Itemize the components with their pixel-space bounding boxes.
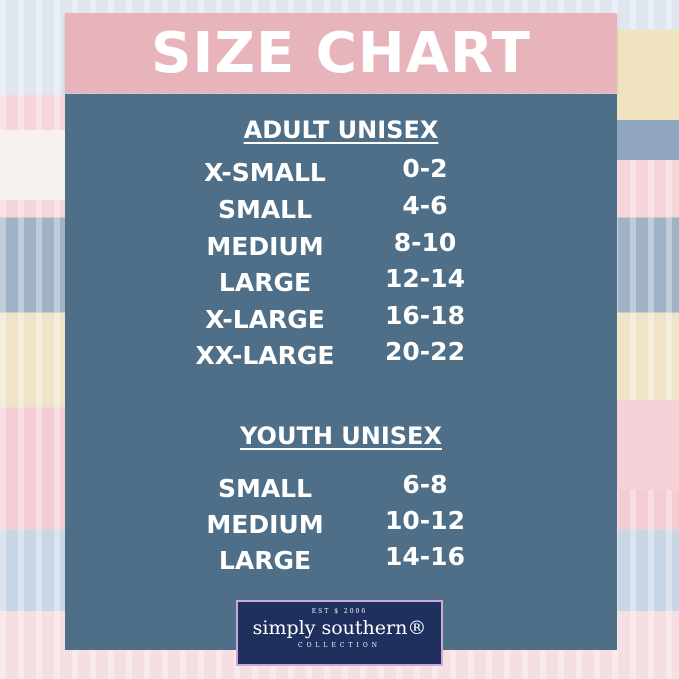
patchwork-tile — [617, 120, 679, 160]
size-range: 10-12 — [385, 506, 465, 535]
size-label: X-SMALL — [204, 158, 326, 187]
size-label: X-LARGE — [205, 305, 325, 334]
simply-southern-logo: EST $ 2006 simply southern® COLLECTION — [236, 600, 443, 666]
size-range: 12-14 — [385, 264, 465, 293]
table-row: LARGE 12-14 — [65, 264, 617, 302]
size-range: 6-8 — [402, 470, 448, 499]
table-row: XX-LARGE 20-22 — [65, 337, 617, 375]
table-row: LARGE 14-16 — [65, 542, 617, 580]
table-row: SMALL 6-8 — [65, 470, 617, 508]
size-range: 14-16 — [385, 542, 465, 571]
size-label: LARGE — [218, 268, 312, 297]
table-row: X-SMALL 0-2 — [65, 154, 617, 192]
title-banner: SIZE CHART — [65, 13, 617, 93]
size-label: LARGE — [218, 546, 312, 575]
patchwork-tile — [617, 400, 679, 490]
size-range: 16-18 — [385, 301, 465, 330]
patchwork-tile — [0, 130, 65, 200]
page-title: SIZE CHART — [151, 21, 531, 86]
adult-heading: ADULT UNISEX — [243, 116, 439, 144]
size-range: 8-10 — [393, 228, 457, 257]
size-label: MEDIUM — [206, 232, 324, 261]
table-row: MEDIUM 10-12 — [65, 506, 617, 544]
table-row: SMALL 4-6 — [65, 191, 617, 229]
youth-heading: YOUTH UNISEX — [240, 422, 442, 450]
table-row: X-LARGE 16-18 — [65, 301, 617, 339]
size-range: 20-22 — [385, 337, 465, 366]
size-range: 0-2 — [402, 154, 448, 183]
size-label: SMALL — [217, 195, 313, 224]
size-chart-panel: ADULT UNISEX X-SMALL 0-2 SMALL 4-6 MEDIUM 8… — [65, 94, 617, 666]
size-label: XX-LARGE — [195, 341, 335, 370]
size-label: MEDIUM — [206, 510, 324, 539]
size-label: SMALL — [217, 474, 313, 503]
table-row: MEDIUM 8-10 — [65, 228, 617, 266]
patchwork-tile — [617, 30, 679, 120]
logo-est: EST $ 2006 — [311, 608, 368, 615]
logo-name: simply southern® — [252, 617, 427, 639]
logo-sub: COLLECTION — [298, 642, 381, 649]
size-range: 4-6 — [402, 191, 448, 220]
